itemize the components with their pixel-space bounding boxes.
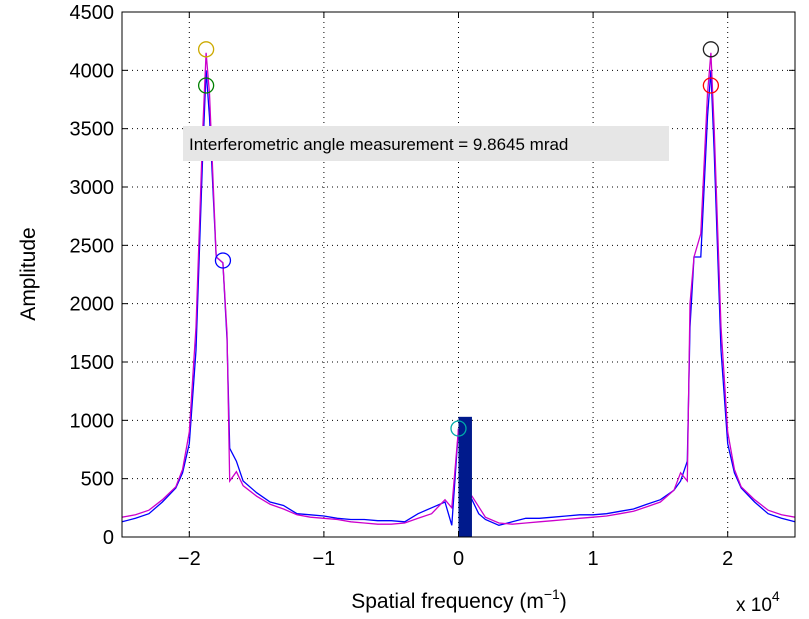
x-tick-label: 2 [722,548,733,570]
annotation-background [183,126,669,161]
y-tick-label: 0 [103,527,114,549]
y-tick-label: 1000 [70,410,115,432]
x-axis-multiplier: x 104 [736,588,780,616]
y-tick-label: 1500 [70,352,115,374]
x-tick-label: −1 [312,548,335,570]
x-tick-label: −2 [178,548,201,570]
y-tick-label: 3000 [70,177,115,199]
peak-marker [197,77,215,94]
y-tick-label: 2000 [70,294,115,316]
annotation-text: Interferometric angle measurement = 9.86… [189,135,568,154]
y-tick-label: 4500 [70,2,115,24]
peak-marker [450,420,467,437]
peak-marker [702,41,720,58]
center-bar-mark [458,416,472,537]
peak-marker [214,252,232,269]
x-axis-label: Spatial frequency (m−1) [351,586,567,613]
y-axis-label: Amplitude [17,227,40,320]
center-bar [458,416,472,537]
y-tick-label: 2500 [70,235,115,257]
peak-marker [197,41,215,58]
x-tick-label: 1 [588,548,599,570]
peak-marker [702,77,720,94]
annotation-box: Interferometric angle measurement = 9.86… [183,126,669,161]
y-tick-label: 3500 [70,119,115,141]
peak-markers [197,41,720,437]
x-tick-label: 0 [453,548,464,570]
y-tick-label: 4000 [70,60,115,82]
axis-ticks: −2 −1 0 1 2 0 500 1000 1500 2000 2500 3000 3500 4000 4… [70,2,795,570]
grid [122,12,795,537]
y-tick-label: 500 [81,469,114,491]
